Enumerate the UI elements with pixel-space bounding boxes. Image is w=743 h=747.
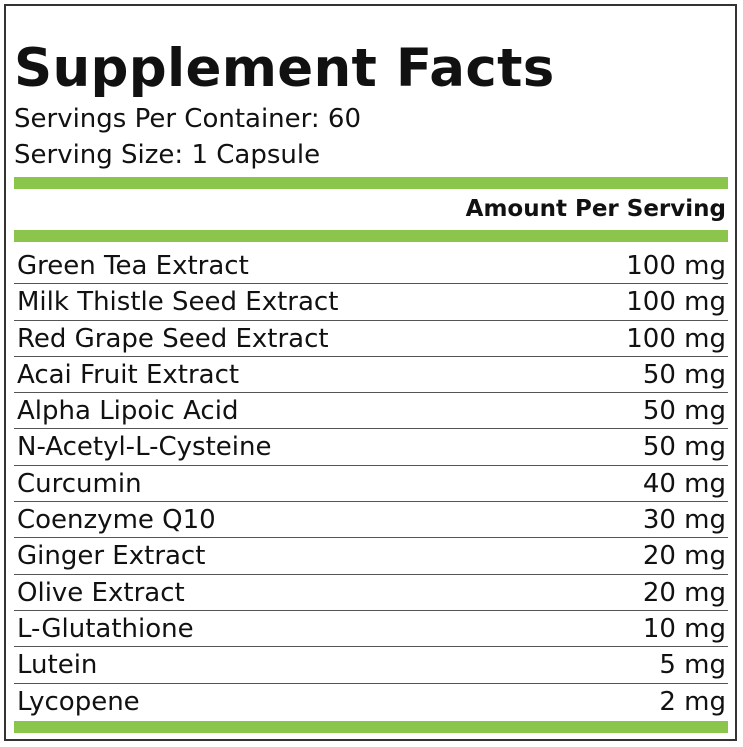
ingredient-row: Curcumin 40 mg	[14, 466, 728, 503]
amount-per-serving-header: Amount Per Serving	[465, 196, 726, 222]
ingredient-amount: 40 mg	[642, 468, 726, 499]
ingredient-amount: 30 mg	[642, 505, 726, 536]
ingredient-list: Green Tea Extract 100 mg Milk Thistle Seed…	[14, 248, 728, 719]
divider-bar	[14, 720, 728, 733]
ingredient-name: Olive Extract	[17, 577, 185, 608]
ingredient-name: Alpha Lipoic Acid	[17, 396, 239, 427]
divider-bar	[14, 177, 728, 189]
ingredient-amount: 100 mg	[626, 287, 726, 318]
ingredient-name: Lutein	[17, 650, 98, 681]
ingredient-row: Acai Fruit Extract 50 mg	[14, 357, 728, 394]
ingredient-name: Acai Fruit Extract	[17, 359, 240, 390]
ingredient-row: Ginger Extract 20 mg	[14, 538, 728, 575]
ingredient-amount: 10 mg	[642, 613, 726, 644]
ingredient-amount: 100 mg	[626, 323, 726, 354]
ingredient-name: Curcumin	[17, 468, 142, 499]
ingredient-amount: 20 mg	[642, 577, 726, 608]
ingredient-name: Ginger Extract	[17, 541, 206, 572]
ingredient-amount: 50 mg	[642, 359, 726, 390]
ingredient-row: L-Glutathione 10 mg	[14, 611, 728, 648]
ingredient-name: Red Grape Seed Extract	[17, 323, 329, 354]
ingredient-amount: 100 mg	[626, 251, 726, 281]
ingredient-name: N-Acetyl-L-Cysteine	[17, 432, 272, 463]
supplement-facts-panel: Supplement Facts Servings Per Container:…	[4, 4, 737, 741]
ingredient-name: Coenzyme Q10	[17, 505, 216, 536]
ingredient-row: Green Tea Extract 100 mg	[14, 248, 728, 285]
ingredient-row: Olive Extract 20 mg	[14, 575, 728, 611]
serving-size: Serving Size: 1 Capsule	[14, 140, 321, 170]
ingredient-amount: 50 mg	[642, 396, 726, 427]
ingredient-row: N-Acetyl-L-Cysteine 50 mg	[14, 429, 728, 466]
ingredient-amount: 2 mg	[659, 686, 726, 717]
ingredient-name: L-Glutathione	[17, 613, 194, 644]
servings-per-container: Servings Per Container: 60	[14, 104, 362, 134]
ingredient-row: Coenzyme Q10 30 mg	[14, 502, 728, 539]
ingredient-row: Red Grape Seed Extract 100 mg	[14, 321, 728, 357]
panel-title: Supplement Facts	[14, 38, 555, 99]
divider-bar	[14, 230, 728, 242]
ingredient-row: Lycopene 2 mg	[14, 684, 728, 719]
ingredient-amount: 5 mg	[659, 650, 726, 681]
ingredient-amount: 50 mg	[642, 432, 726, 463]
ingredient-name: Green Tea Extract	[17, 251, 249, 281]
ingredient-row: Milk Thistle Seed Extract 100 mg	[14, 284, 728, 321]
ingredient-amount: 20 mg	[642, 541, 726, 572]
ingredient-row: Lutein 5 mg	[14, 647, 728, 684]
ingredient-row: Alpha Lipoic Acid 50 mg	[14, 393, 728, 430]
ingredient-name: Lycopene	[17, 686, 140, 717]
ingredient-name: Milk Thistle Seed Extract	[17, 287, 339, 318]
